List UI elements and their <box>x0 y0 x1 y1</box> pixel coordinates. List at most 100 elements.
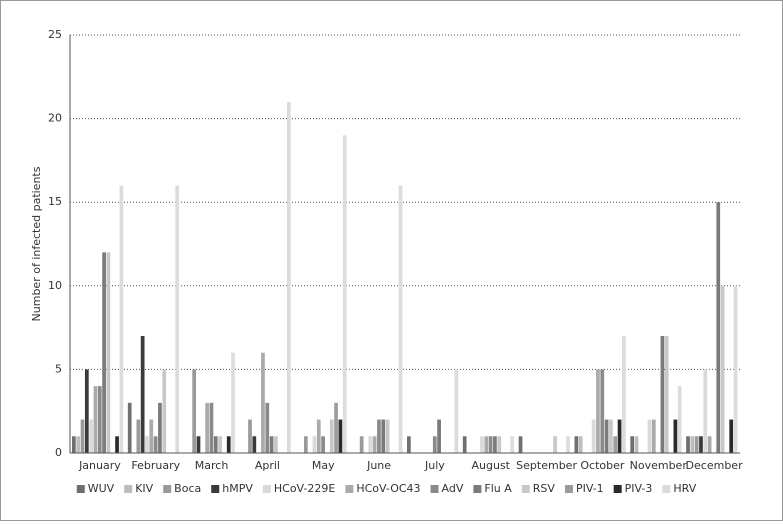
bar <box>269 436 274 453</box>
x-tick-label: August <box>472 459 511 472</box>
bar <box>381 419 386 453</box>
y-tick-label: 20 <box>48 112 62 125</box>
bar <box>377 419 381 453</box>
bar <box>686 436 690 453</box>
bar <box>115 436 119 453</box>
bar <box>437 419 441 453</box>
bar <box>359 436 364 453</box>
bar <box>231 352 235 453</box>
bar <box>462 436 467 453</box>
bar <box>591 419 596 453</box>
bar <box>342 135 347 453</box>
bar <box>93 386 98 453</box>
bar <box>368 436 373 453</box>
bar <box>720 285 725 453</box>
bar <box>733 285 738 453</box>
bar <box>218 436 222 453</box>
legend-swatch <box>262 485 271 493</box>
bar <box>153 436 158 453</box>
legend-label: PIV-1 <box>576 482 604 495</box>
bar <box>329 419 334 453</box>
bar <box>119 185 124 454</box>
legend-label: HRV <box>673 482 696 495</box>
bar <box>158 402 162 453</box>
bar <box>213 436 218 453</box>
x-tick-label: October <box>580 459 624 472</box>
legend-label: RSV <box>533 482 556 495</box>
bar <box>407 436 411 453</box>
legend-label: HCoV-OC43 <box>356 482 420 495</box>
legend-swatch <box>76 485 85 493</box>
legend-swatch <box>163 485 172 493</box>
bar <box>106 252 111 453</box>
bar <box>84 369 89 453</box>
bar <box>303 436 308 453</box>
x-tick-label: September <box>516 459 577 472</box>
bar <box>480 436 484 453</box>
legend-swatch <box>345 485 354 493</box>
legend-swatch <box>521 485 530 493</box>
legend-label: WUV <box>88 482 115 495</box>
bar <box>192 369 197 453</box>
bar <box>484 436 489 453</box>
legend-swatch <box>613 485 622 493</box>
bar <box>634 436 639 453</box>
bar <box>716 202 721 453</box>
bar <box>76 436 81 453</box>
legend-label: HCoV-229E <box>274 482 336 495</box>
x-tick-label: March <box>195 459 229 472</box>
legend-label: KIV <box>135 482 153 495</box>
bar <box>600 369 605 453</box>
bar <box>80 419 85 453</box>
bar <box>553 436 557 453</box>
bar <box>136 419 141 453</box>
bar <box>398 185 403 454</box>
bar <box>261 352 265 453</box>
x-tick-label: February <box>131 459 180 472</box>
legend-swatch <box>662 485 671 493</box>
bar <box>248 419 252 453</box>
bar <box>209 402 214 453</box>
bar <box>609 419 613 453</box>
y-axis-label: Number of infected patients <box>30 166 43 321</box>
bar <box>145 436 149 453</box>
bar <box>312 436 317 453</box>
x-tick-label: July <box>424 459 445 472</box>
bar <box>493 436 497 453</box>
bar <box>651 419 656 453</box>
bar <box>102 252 106 453</box>
x-tick-label: June <box>366 459 391 472</box>
y-tick-label: 15 <box>48 195 62 208</box>
y-tick-label: 0 <box>55 446 62 459</box>
legend-label: AdV <box>442 482 464 495</box>
bar <box>604 419 609 453</box>
legend-label: hMPV <box>222 482 253 495</box>
legend-swatch <box>430 485 439 493</box>
bar <box>729 419 734 453</box>
y-tick-label: 25 <box>48 28 62 41</box>
bar <box>518 436 523 453</box>
bar <box>196 436 201 453</box>
bar <box>274 436 278 453</box>
bar <box>630 436 635 453</box>
bar <box>372 436 377 453</box>
bar <box>252 436 257 453</box>
bar <box>578 436 583 453</box>
bar <box>385 419 390 453</box>
bar <box>432 436 437 453</box>
bar <box>699 436 703 453</box>
bar <box>660 335 665 453</box>
bar <box>647 419 652 453</box>
bar <box>175 185 180 454</box>
legend-label: PIV-3 <box>625 482 653 495</box>
y-tick-label: 5 <box>55 362 62 375</box>
legend-label: Boca <box>174 482 201 495</box>
bar <box>673 419 678 453</box>
legend-swatch <box>473 485 482 493</box>
bar <box>574 436 579 453</box>
bar <box>287 101 291 453</box>
bar <box>89 419 93 453</box>
bar <box>707 436 712 453</box>
bar <box>316 419 321 453</box>
